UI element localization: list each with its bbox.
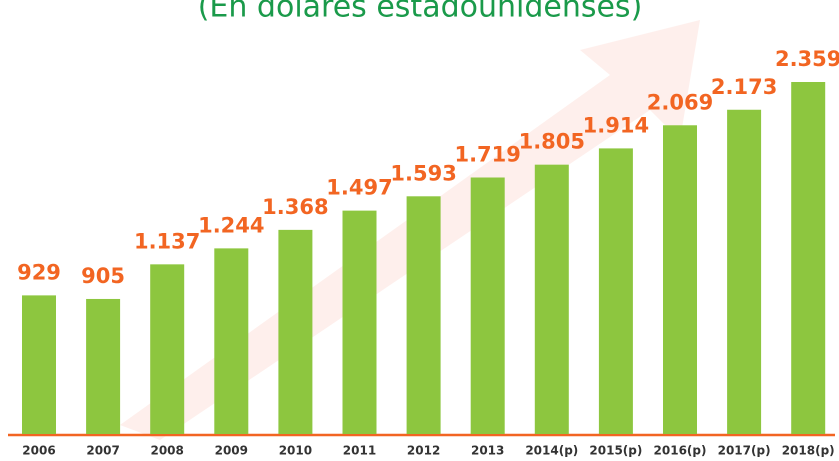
bar [22,295,56,434]
bar [470,177,505,434]
x-tick-label: 2011 [343,444,376,458]
x-tick-label: 2008 [150,444,183,458]
bar [598,148,633,435]
x-tick-label: 2007 [86,444,119,458]
x-tick-label: 2015(p) [589,444,642,458]
bar [727,109,762,434]
x-tick-label: 2006 [22,444,55,458]
value-label: 1.805 [519,130,585,154]
x-tick-label: 2012 [407,444,440,458]
value-label: 1.368 [262,195,328,219]
x-tick-label: 2018(p) [782,444,835,458]
x-tick-label: 2017(p) [718,444,771,458]
bar [214,248,249,434]
value-label: 2.359 [775,47,839,71]
bar [278,229,313,434]
x-tick-label: 2014(p) [525,444,578,458]
bar [663,125,697,434]
bar [342,210,377,434]
bar [534,164,569,435]
value-label: 1.719 [454,142,520,166]
value-label: 1.244 [198,213,264,237]
value-label: 929 [17,260,61,284]
bar [86,298,121,434]
value-label: 1.914 [583,113,649,137]
x-tick-label: 2013 [471,444,504,458]
bar [406,196,441,434]
x-tick-label: 2010 [279,444,312,458]
value-label: 2.173 [711,75,777,99]
value-label: 1.497 [326,176,392,200]
value-label: 905 [81,264,125,288]
x-tick-label: 2016(p) [654,444,707,458]
bar [791,82,826,434]
x-tick-label: 2009 [215,444,248,458]
value-label: 1.137 [134,229,200,253]
value-label: 2.069 [647,90,713,114]
bar [150,264,185,434]
value-label: 1.593 [390,161,456,185]
chart-title: (En dólares estadounidenses) [198,0,643,25]
